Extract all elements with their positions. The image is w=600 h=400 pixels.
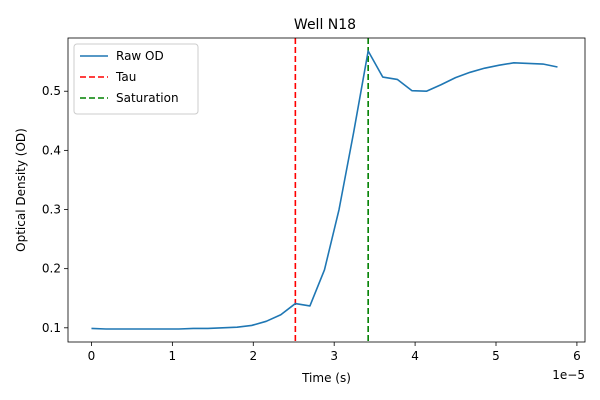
legend-label: Tau [115, 70, 136, 84]
x-tick-label: 0 [88, 349, 96, 363]
plot-area [91, 38, 558, 342]
legend-box [73, 43, 199, 115]
y-tick-label: 0.5 [42, 84, 61, 98]
plot-frame [67, 37, 586, 343]
y-tick-label: 0.2 [42, 262, 61, 276]
x-tick-label: 2 [249, 349, 257, 363]
y-tick-label: 0.1 [42, 321, 61, 335]
series-line-raw-od [91, 50, 558, 330]
axis-ticks: 0 1 2 3 4 5 6 0.1 0.2 0.3 0.4 0.5 [42, 84, 581, 363]
y-axis-label: Optical Density (OD) [14, 128, 28, 252]
legend-label: Saturation [116, 91, 179, 105]
legend: Raw OD Tau Saturation [73, 43, 199, 115]
x-axis-label: Time (s) [301, 371, 351, 385]
y-tick-label: 0.3 [42, 203, 61, 217]
x-tick-label: 5 [492, 349, 500, 363]
x-tick-label: 4 [411, 349, 419, 363]
x-tick-label: 6 [573, 349, 581, 363]
x-tick-label: 1 [169, 349, 177, 363]
legend-label: Raw OD [116, 49, 164, 63]
x-tick-label: 3 [330, 349, 338, 363]
x-axis-offset-label: 1e−5 [552, 368, 585, 382]
y-tick-label: 0.4 [42, 143, 61, 157]
chart-title: Well N18 [294, 17, 356, 33]
